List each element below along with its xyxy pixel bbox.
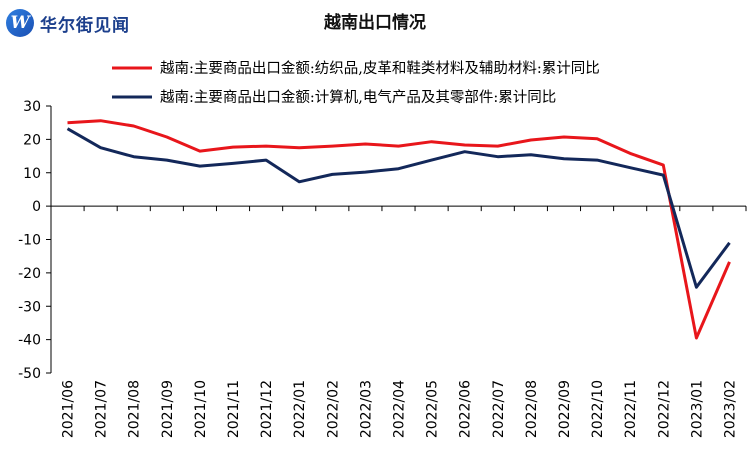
x-tick-label: 2021/07: [94, 380, 110, 438]
y-tick-label: 20: [23, 132, 41, 148]
x-tick-label: 2022/10: [590, 380, 606, 438]
legend: 越南:主要商品出口金额:纺织品,皮革和鞋类材料及辅助材料:累计同比越南:主要商品…: [112, 60, 600, 106]
x-tick-label: 2022/12: [656, 380, 672, 438]
y-tick-label: -50: [18, 366, 41, 382]
x-tick-label: 2022/03: [358, 380, 374, 438]
x-tick-label: 2021/12: [259, 380, 275, 438]
y-tick-label: -20: [18, 266, 41, 282]
y-tick-label: -40: [18, 333, 41, 349]
y-tick-label: 0: [32, 199, 41, 215]
series-line-1: [67, 119, 731, 340]
x-tick-label: 2021/06: [61, 380, 77, 438]
x-tick-label: 2023/01: [689, 380, 705, 438]
series-group: [66, 119, 731, 340]
x-tick-label: 2022/07: [491, 380, 507, 438]
x-tick-label: 2022/01: [292, 380, 308, 438]
x-tick-label: 2022/06: [458, 380, 474, 438]
axes: 30 20 10 0 -10 -20 -30 -40 -50 2021/06 2021/07 2021…: [18, 99, 747, 438]
series-line-2: [66, 127, 731, 289]
x-tick-label: 2021/11: [226, 380, 242, 438]
x-tick-label: 2022/05: [425, 380, 441, 438]
legend-label-1: 越南:主要商品出口金额:纺织品,皮革和鞋类材料及辅助材料:累计同比: [160, 60, 600, 77]
logo-icon: W: [6, 9, 34, 37]
brand-logo: W 华尔街见闻: [6, 7, 130, 39]
y-tick-label: -10: [18, 233, 41, 249]
y-tick-label: 30: [23, 99, 41, 115]
x-tick-label: 2021/10: [193, 380, 209, 438]
x-tick-label: 2022/11: [623, 380, 639, 438]
logo-text: 华尔街见闻: [40, 15, 130, 36]
y-tick-label: 10: [23, 166, 41, 182]
x-tick-label: 2021/08: [127, 380, 143, 438]
x-tick-label: 2023/02: [722, 380, 738, 438]
x-tick-label: 2022/04: [392, 380, 408, 438]
x-tick-label: 2022/09: [557, 380, 573, 438]
x-tick-label: 2021/09: [160, 380, 176, 438]
x-tick-label: 2022/02: [325, 380, 341, 438]
chart-title: 越南出口情况: [324, 13, 426, 33]
legend-label-2: 越南:主要商品出口金额:计算机,电气产品及其零部件:累计同比: [160, 89, 556, 106]
x-tick-label: 2022/08: [524, 380, 540, 438]
y-tick-label: -30: [18, 299, 41, 315]
